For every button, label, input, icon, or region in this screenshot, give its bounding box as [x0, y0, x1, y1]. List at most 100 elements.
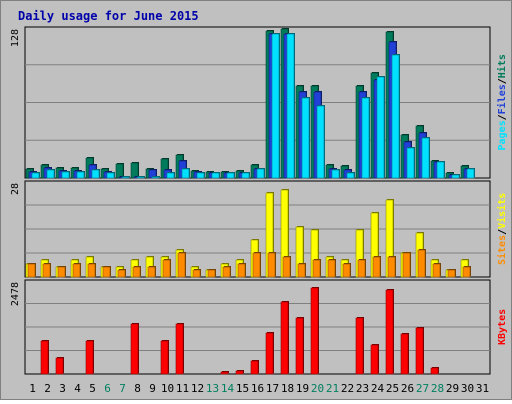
bar-face	[27, 263, 36, 278]
bar-face	[436, 161, 445, 179]
bar-face	[241, 172, 250, 179]
bar-kbytes-day-15	[235, 370, 244, 375]
bar-face	[282, 256, 291, 278]
bar-face	[432, 263, 441, 278]
bar-kbytes-day-28	[430, 367, 439, 375]
bar-shadow	[153, 176, 160, 177]
panel-kbytes: 2478 KBytes	[10, 279, 508, 375]
legend-kbytes: KBytes	[497, 309, 508, 345]
bar-sites-day-2	[42, 263, 51, 278]
bar-sites-day-28	[432, 263, 441, 278]
day-label-15: 15	[236, 382, 249, 395]
day-label-6: 6	[104, 382, 111, 395]
bar-pages-day-25	[391, 54, 400, 179]
bar-pages-day-4	[76, 171, 85, 179]
legend-entry-sites: Sites	[496, 235, 508, 265]
bar-face	[376, 76, 385, 179]
day-label-28: 28	[431, 382, 444, 395]
bar-sites-day-11	[177, 252, 186, 278]
bar-kbytes-day-11	[175, 323, 184, 375]
bar-kbytes-day-26	[400, 333, 409, 375]
panel-visits-sites: 28 Sites/Visits	[10, 180, 508, 278]
bar-sites-day-10	[162, 259, 171, 278]
legend-entry-sep: /	[497, 229, 508, 235]
bar-face	[265, 332, 274, 375]
bar-face	[61, 171, 70, 179]
bar-sites-day-19	[297, 263, 306, 278]
bar-face	[130, 162, 139, 179]
bar-kbytes-day-24	[370, 344, 379, 375]
bar-face	[417, 249, 426, 278]
bar-pages-day-24	[376, 76, 385, 179]
day-label-23: 23	[356, 382, 369, 395]
day-label-16: 16	[251, 382, 264, 395]
bar-sites-day-6	[102, 266, 111, 278]
bar-face	[40, 340, 49, 375]
bar-shadow	[138, 176, 145, 177]
bar-face	[136, 176, 145, 179]
bar-face	[162, 259, 171, 278]
bar-face	[87, 263, 96, 278]
bar-face	[385, 289, 394, 375]
day-label-5: 5	[89, 382, 96, 395]
bar-face	[387, 256, 396, 278]
bar-pages-day-26	[406, 147, 415, 179]
bar-face	[91, 169, 100, 179]
bar-sites-day-14	[222, 266, 231, 278]
bar-face	[346, 172, 355, 179]
bar-face	[256, 168, 265, 179]
bar-face	[447, 269, 456, 278]
bar-pages-day-11	[181, 168, 190, 179]
bar-kbytes-day-8	[130, 323, 139, 375]
day-label-26: 26	[401, 382, 414, 395]
bar-kbytes-day-17	[265, 332, 274, 375]
bar-face	[181, 168, 190, 179]
bar-face	[31, 172, 40, 179]
bar-face	[430, 367, 439, 375]
legend-entry-sep: /	[497, 78, 508, 84]
bar-pages-day-28	[436, 161, 445, 179]
bar-sites-day-25	[387, 256, 396, 278]
day-label-2: 2	[44, 382, 51, 395]
bar-pages-day-23	[361, 97, 370, 179]
bar-pages-day-5	[91, 169, 100, 179]
day-label-22: 22	[341, 382, 354, 395]
legend-entry-visits: Visits	[496, 193, 508, 229]
bar-face	[106, 172, 115, 179]
y-max-label: 28	[10, 183, 21, 195]
bar-sites-day-8	[132, 266, 141, 278]
bar-sites-day-27	[417, 249, 426, 278]
bar-sites-day-18	[282, 256, 291, 278]
bar-face	[316, 105, 325, 179]
day-label-14: 14	[221, 382, 235, 395]
legend-visits-sites: Sites/Visits	[496, 193, 508, 265]
day-label-24: 24	[371, 382, 385, 395]
bar-pages-day-18	[286, 33, 295, 179]
bar-face	[421, 137, 430, 179]
bar-face	[121, 176, 130, 179]
bar-sites-day-1	[27, 263, 36, 278]
day-label-20: 20	[311, 382, 324, 395]
bar-kbytes-day-16	[250, 360, 259, 375]
bar-pages-day-17	[271, 33, 280, 179]
chart-panels: 128Pages/Files/Hits28Sites/Visits2478KBy…	[10, 26, 508, 375]
day-label-7: 7	[119, 382, 126, 395]
bar-face	[327, 259, 336, 278]
day-label-29: 29	[446, 382, 459, 395]
bar-pages-day-9	[151, 176, 160, 179]
bar-face	[301, 97, 310, 179]
bar-face	[370, 344, 379, 375]
bar-pages-day-10	[166, 172, 175, 179]
bar-face	[415, 327, 424, 375]
legend-entry-sep: /	[497, 114, 508, 120]
bar-sites-day-12	[192, 269, 201, 278]
legend-entry-hits: Hits	[496, 54, 508, 78]
bar-sites-day-7	[117, 269, 126, 278]
bar-face	[280, 301, 289, 375]
bar-face	[462, 266, 471, 278]
bar-face	[355, 317, 364, 375]
day-label-9: 9	[149, 382, 156, 395]
bar-pages-day-14	[226, 172, 235, 179]
